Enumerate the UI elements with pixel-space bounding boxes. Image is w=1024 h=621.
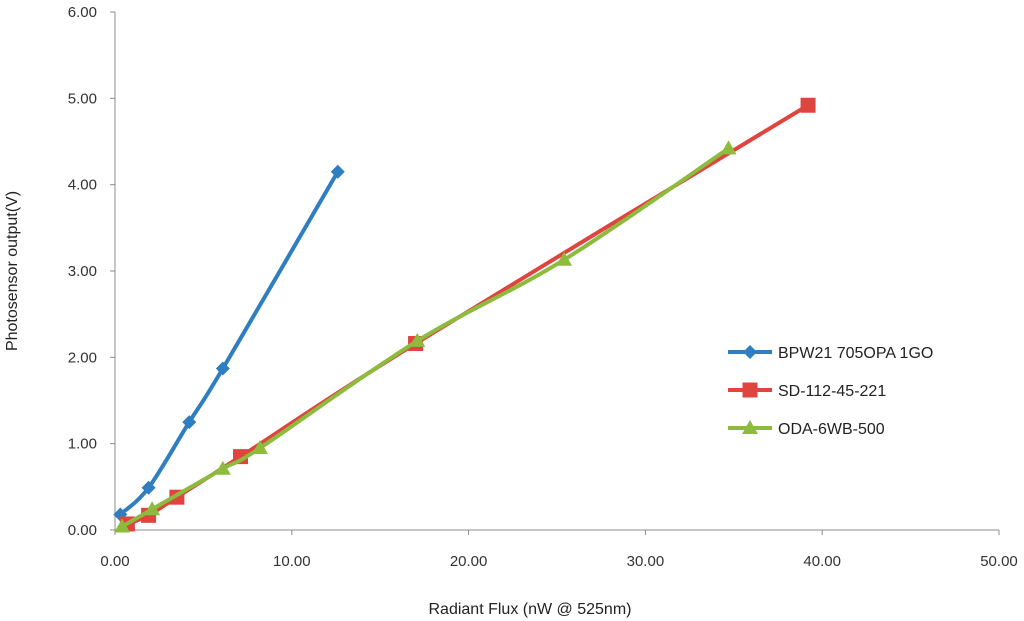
x-tick-label: 30.00 bbox=[627, 553, 665, 570]
x-tick-label: 10.00 bbox=[273, 553, 311, 570]
y-tick-label: 1.00 bbox=[68, 436, 97, 453]
y-tick-label: 6.00 bbox=[68, 4, 97, 21]
plot-area: 0.00 1.00 2.00 3.00 4.00 5.00 6.00 0.00 10.00 20… bbox=[68, 4, 1018, 570]
series-1 bbox=[113, 164, 345, 522]
data-point bbox=[720, 140, 737, 155]
series-3 bbox=[114, 140, 737, 533]
y-tick-label: 5.00 bbox=[68, 90, 97, 107]
legend-label: ODA-6WB-500 bbox=[778, 421, 885, 438]
y-tick-label: 4.00 bbox=[68, 177, 97, 194]
legend: BPW21 705OPA 1GO SD-112-45-221 ODA-6WB-500 bbox=[728, 345, 933, 438]
data-point bbox=[214, 460, 231, 475]
data-point bbox=[141, 480, 156, 495]
data-point bbox=[330, 164, 345, 179]
legend-marker bbox=[742, 382, 758, 398]
legend-item: ODA-6WB-500 bbox=[728, 420, 885, 438]
x-tick-label: 50.00 bbox=[980, 553, 1018, 570]
legend-marker bbox=[742, 420, 758, 434]
x-axis-ticks: 0.00 10.00 20.00 30.00 40.00 50.00 bbox=[100, 530, 1018, 570]
data-point bbox=[144, 501, 161, 516]
series-line bbox=[120, 146, 731, 529]
data-point bbox=[556, 251, 573, 266]
x-tick-label: 0.00 bbox=[100, 553, 129, 570]
y-tick-label: 2.00 bbox=[68, 349, 97, 366]
y-tick-label: 3.00 bbox=[68, 263, 97, 280]
data-point bbox=[251, 439, 268, 454]
data-point bbox=[800, 97, 816, 113]
data-point bbox=[215, 361, 230, 376]
legend-label: SD-112-45-221 bbox=[778, 383, 886, 400]
y-axis-ticks: 0.00 1.00 2.00 3.00 4.00 5.00 6.00 bbox=[68, 4, 115, 539]
legend-item: BPW21 705OPA 1GO bbox=[728, 345, 933, 362]
legend-marker bbox=[743, 345, 757, 359]
data-point bbox=[114, 518, 131, 533]
legend-label: BPW21 705OPA 1GO bbox=[778, 345, 933, 362]
y-tick-label: 0.00 bbox=[68, 522, 97, 539]
data-point bbox=[409, 332, 426, 347]
y-axis-title: Photosensor output(V) bbox=[4, 191, 21, 351]
x-tick-label: 40.00 bbox=[803, 553, 841, 570]
data-point bbox=[182, 415, 197, 430]
x-axis-title: Radiant Flux (nW @ 525nm) bbox=[429, 601, 632, 618]
series-layer bbox=[113, 97, 816, 533]
legend-item: SD-112-45-221 bbox=[728, 382, 886, 400]
x-tick-label: 20.00 bbox=[450, 553, 488, 570]
